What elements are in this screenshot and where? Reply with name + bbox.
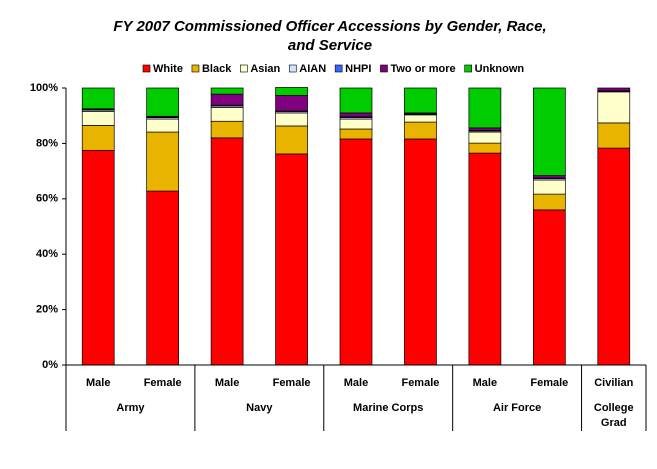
bar-segment <box>275 153 308 366</box>
y-tick-label: 60% <box>36 193 58 205</box>
group-label: Navy <box>246 402 273 414</box>
group-label-box: Navy <box>246 402 273 414</box>
bar-segment <box>597 147 631 366</box>
bar-segment <box>81 125 115 151</box>
legend-label: NHPI <box>345 63 371 75</box>
x-tick-label: Male <box>473 377 497 389</box>
bar-segment <box>468 127 502 131</box>
legend-label: Two or more <box>390 63 455 75</box>
bar-segment <box>468 131 502 144</box>
bar-segment <box>532 175 566 179</box>
bar-segment <box>597 87 631 92</box>
bar-segment <box>532 209 566 366</box>
group-label: Air Force <box>492 402 542 414</box>
group-label: Army <box>116 402 145 414</box>
legend-swatch <box>142 64 151 73</box>
bar-segment <box>468 87 502 129</box>
bar-segment <box>81 149 115 366</box>
bar-segment <box>404 121 437 140</box>
bar-segment <box>404 114 437 123</box>
x-tick-label: Male <box>215 377 239 389</box>
chart-title: and Service <box>288 37 372 54</box>
x-tick-label: Female <box>273 377 311 389</box>
legend-swatch <box>334 64 343 73</box>
bar-segment <box>532 87 566 176</box>
bar-segment <box>210 137 244 366</box>
bar-segment <box>275 95 308 112</box>
bar-segment <box>532 179 566 195</box>
bar-segment <box>146 118 180 133</box>
x-tick-label: Male <box>344 377 368 389</box>
bar-segment <box>275 87 308 96</box>
legend-swatch <box>464 64 472 73</box>
bar-segment <box>210 87 244 95</box>
bar-segment <box>275 125 308 155</box>
legend-swatch <box>288 64 297 73</box>
group-label: Marine Corps <box>353 402 424 414</box>
bar-segment <box>597 91 631 124</box>
y-tick-label: 100% <box>30 82 58 94</box>
bar-segment <box>597 122 631 149</box>
group-label: College Grad <box>593 402 634 429</box>
bar-segment <box>146 131 180 192</box>
y-tick-label: 80% <box>36 137 58 149</box>
bar-segment <box>275 112 308 127</box>
legend-swatch <box>191 64 200 73</box>
bar-segment <box>210 93 244 106</box>
bar-segment <box>210 107 244 122</box>
bar-segment <box>532 193 566 211</box>
bar-segment <box>339 87 373 114</box>
bar-segment <box>339 118 373 130</box>
legend-swatch <box>240 64 248 73</box>
bar-segment <box>146 87 180 117</box>
bar-segment <box>404 87 437 114</box>
x-tick-label: Male <box>86 377 110 389</box>
chart-title: FY 2007 Commissioned Officer Accessions … <box>113 18 546 35</box>
legend-swatch <box>380 64 388 73</box>
bar-segment <box>468 142 502 154</box>
bar-segment <box>339 112 373 118</box>
group-label-box: Air Force <box>492 402 542 414</box>
x-tick-label: Female <box>401 377 439 389</box>
bar-segment <box>210 120 244 139</box>
legend-label: AIAN <box>299 63 326 75</box>
x-tick-label: Female <box>530 377 568 389</box>
x-tick-label: Civilian <box>594 377 633 389</box>
bar-segment <box>339 138 373 366</box>
group-label-box: Marine Corps <box>353 402 424 414</box>
bar-segment <box>81 87 115 110</box>
bar-segment <box>468 152 502 366</box>
legend-label: Unknown <box>475 63 525 75</box>
legend-label: White <box>153 63 183 75</box>
bar-segment <box>81 111 115 126</box>
legend-label: Black <box>202 63 232 75</box>
bar-segment <box>339 128 373 140</box>
bar-segment <box>404 138 437 366</box>
bar-segment <box>146 190 180 366</box>
group-label-box: College Grad <box>593 402 634 429</box>
group-label-box: Army <box>116 402 145 414</box>
y-tick-label: 40% <box>36 248 58 260</box>
y-tick-label: 20% <box>36 304 58 316</box>
legend-label: Asian <box>250 63 280 75</box>
x-tick-label: Female <box>144 377 182 389</box>
y-tick-label: 0% <box>42 359 58 371</box>
